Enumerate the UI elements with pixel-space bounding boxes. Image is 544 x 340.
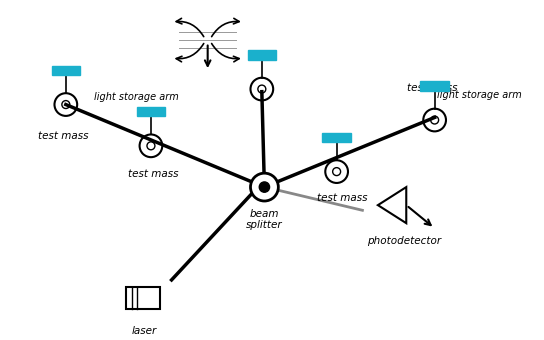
Bar [137, 107, 165, 116]
Bar [323, 133, 351, 142]
Text: test mass: test mass [317, 193, 367, 203]
Text: beam
splitter: beam splitter [246, 209, 283, 230]
Text: test mass: test mass [128, 169, 179, 179]
Bar [126, 287, 160, 309]
Text: photodetector: photodetector [367, 236, 441, 246]
Bar [421, 81, 449, 91]
Text: laser: laser [132, 326, 157, 336]
Text: light storage arm: light storage arm [94, 92, 179, 102]
Circle shape [259, 182, 270, 192]
Circle shape [250, 173, 279, 201]
Text: light storage arm: light storage arm [437, 90, 522, 100]
Polygon shape [378, 187, 406, 223]
Bar [52, 66, 80, 75]
Bar [248, 50, 276, 60]
Text: test mass: test mass [38, 131, 89, 141]
Text: test mass: test mass [407, 83, 458, 93]
